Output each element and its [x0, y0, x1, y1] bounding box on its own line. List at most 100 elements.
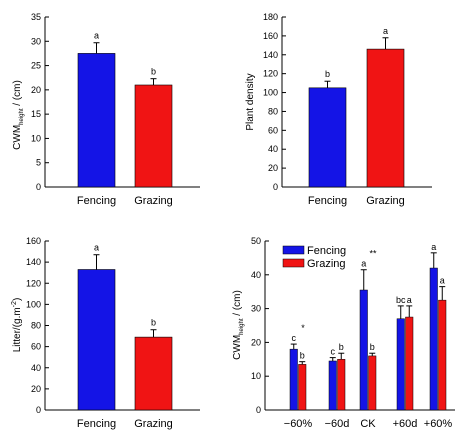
significance-label: c: [331, 347, 336, 357]
y-tick-label: 0: [36, 182, 41, 192]
significance-label: a: [407, 295, 412, 305]
significance-label: bc: [396, 295, 406, 305]
significance-label: b: [370, 342, 375, 352]
bar-grazing: [366, 48, 405, 188]
x-category-label: −60d: [325, 418, 350, 430]
significance-label: a: [440, 276, 445, 286]
y-tick-label: 0: [36, 405, 41, 415]
x-category-label: +60d: [393, 418, 418, 430]
x-category-label: Grazing: [134, 195, 173, 207]
x-category-label: Grazing: [366, 195, 405, 207]
bar-grazing: [438, 299, 447, 411]
significance-label: a: [431, 242, 436, 252]
y-tick-label: 25: [31, 61, 41, 71]
significance-star: *: [301, 323, 305, 333]
bar-grazing: [134, 84, 173, 188]
y-axis-title-rest: / (cm): [12, 80, 23, 108]
y-tick-label: 35: [31, 12, 41, 22]
y-tick-label: 50: [251, 236, 261, 246]
chart-panel-1: 0 5 10 15 20 25 30 35 CWMheight / (cm) a Fencing b G…: [12, 12, 200, 207]
y-axis-title-sup: -2: [11, 301, 18, 307]
y-axis-title: CWMheight / (cm): [232, 290, 245, 360]
x-category-label: Grazing: [134, 418, 173, 430]
x-category-label: +60%: [424, 418, 453, 430]
significance-label: b: [300, 351, 305, 361]
bar-fencing: [429, 267, 438, 411]
bar-grazing: [134, 336, 173, 411]
significance-label: b: [339, 342, 344, 352]
chart-panel-2: 0 20 40 60 80 100 120 140 160 180 Plant density b Fe…: [245, 12, 432, 207]
y-tick-label: 0: [256, 405, 261, 415]
y-axis-title-sub: height: [239, 318, 245, 335]
y-tick-label: 120: [26, 278, 41, 288]
legend-label-fencing: Fencing: [307, 245, 346, 257]
y-axis-title-main: CWM: [12, 125, 23, 150]
x-category-label: Fencing: [77, 195, 116, 207]
y-tick-label: 30: [251, 304, 261, 314]
y-tick-label: 120: [263, 69, 278, 79]
bar-fencing: [328, 360, 337, 411]
y-tick-label: 80: [31, 321, 41, 331]
bar-fencing: [289, 348, 298, 411]
significance-label: a: [361, 259, 366, 269]
legend-swatch-grazing: [282, 258, 305, 268]
significance-label: a: [94, 31, 99, 41]
significance-star: **: [369, 249, 377, 259]
bar-fencing: [77, 269, 116, 411]
y-tick-label: 40: [251, 270, 261, 280]
y-tick-label: 30: [31, 36, 41, 46]
significance-label: b: [151, 318, 156, 328]
y-tick-label: 20: [268, 163, 278, 173]
y-tick-label: 100: [26, 299, 41, 309]
y-axis-title-rest: / (cm): [232, 290, 243, 318]
x-category-label: Fencing: [77, 418, 116, 430]
y-tick-label: 40: [268, 144, 278, 154]
y-tick-label: 10: [251, 371, 261, 381]
y-tick-label: 10: [31, 133, 41, 143]
significance-label: b: [151, 67, 156, 77]
y-tick-label: 160: [263, 31, 278, 41]
y-tick-label: 100: [263, 88, 278, 98]
legend-label-grazing: Grazing: [307, 258, 346, 270]
y-axis-title-main: Plant density: [245, 73, 256, 130]
x-category-label: −60%: [284, 418, 313, 430]
y-axis-title-main: Litter/(g.m: [12, 307, 23, 352]
y-tick-label: 140: [26, 257, 41, 267]
significance-label: c: [292, 333, 297, 343]
bar-grazing: [298, 364, 307, 411]
bar-fencing: [308, 87, 347, 188]
y-tick-label: 180: [263, 12, 278, 22]
y-tick-label: 20: [31, 85, 41, 95]
y-axis-title-sub: height: [19, 108, 25, 125]
y-tick-label: 15: [31, 109, 41, 119]
y-axis-title: CWMheight / (cm): [12, 80, 25, 150]
y-axis-title: Plant density: [245, 73, 256, 130]
bar-fencing: [396, 318, 405, 411]
y-tick-label: 20: [251, 337, 261, 347]
y-tick-label: 60: [31, 342, 41, 352]
y-tick-label: 140: [263, 50, 278, 60]
significance-label: b: [325, 69, 330, 79]
significance-label: a: [383, 26, 388, 36]
chart-panel-3: 0 20 40 60 80 100 120 140 160 Litter/(g.m-2) a Fenc…: [11, 236, 200, 430]
y-tick-label: 80: [268, 106, 278, 116]
legend-swatch-fencing: [282, 245, 305, 255]
y-tick-label: 160: [26, 236, 41, 246]
y-tick-label: 20: [31, 384, 41, 394]
y-tick-label: 5: [36, 158, 41, 168]
bar-fencing: [359, 289, 368, 411]
x-category-label: CK: [360, 418, 376, 430]
bar-fencing: [77, 53, 116, 188]
significance-label: a: [94, 243, 99, 253]
bar-grazing: [368, 355, 377, 411]
y-axis-title-rest: ): [12, 298, 23, 301]
bar-grazing: [405, 316, 414, 411]
y-tick-label: 0: [273, 182, 278, 192]
x-category-label: Fencing: [308, 195, 347, 207]
y-tick-label: 60: [268, 125, 278, 135]
bar-grazing: [337, 359, 346, 411]
y-axis-title: Litter/(g.m-2): [11, 298, 23, 353]
y-axis-title-main: CWM: [232, 335, 243, 360]
